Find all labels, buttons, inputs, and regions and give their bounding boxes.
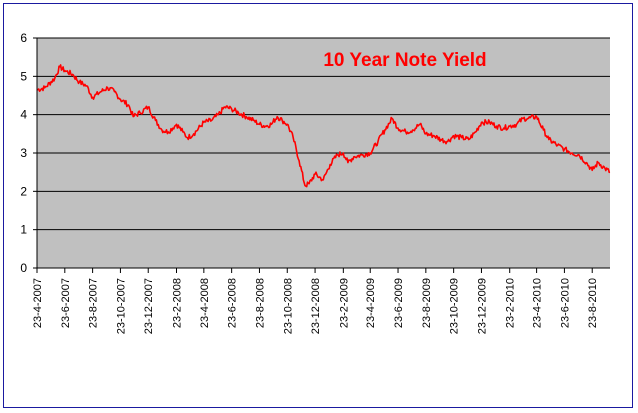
- x-tick-label: 23-8-2009: [421, 278, 433, 328]
- x-axis-ticks: 23-4-2007 23-6-2007 23-8-2007 23-10-2007 23-…: [32, 268, 599, 334]
- x-tick-label: 23-8-2010: [587, 278, 599, 328]
- x-tick-label: 23-6-2008: [227, 278, 239, 328]
- x-tick-label: 23-10-2008: [282, 278, 294, 334]
- x-tick-label: 23-4-2010: [532, 278, 544, 328]
- x-tick-label: 23-6-2010: [559, 278, 571, 328]
- x-tick-label: 23-10-2009: [449, 278, 461, 334]
- x-tick-label: 23-8-2007: [88, 278, 100, 328]
- x-tick-label: 23-10-2007: [115, 278, 127, 334]
- y-tick-label: 1: [20, 223, 27, 237]
- x-tick-label: 23-8-2008: [254, 278, 266, 328]
- x-tick-label: 23-6-2009: [393, 278, 405, 328]
- gridlines: [37, 37, 610, 231]
- y-tick-label: 2: [20, 184, 27, 198]
- y-tick-label: 0: [20, 261, 27, 275]
- x-tick-label: 23-2-2009: [338, 278, 350, 328]
- x-tick-label: 23-6-2007: [60, 278, 72, 328]
- x-tick-label: 23-12-2009: [476, 278, 488, 334]
- y-tick-label: 6: [20, 31, 27, 45]
- y-tick-label: 5: [20, 69, 27, 83]
- x-tick-label: 23-2-2008: [171, 278, 183, 328]
- y-tick-label: 4: [20, 108, 27, 122]
- x-tick-label: 23-12-2007: [143, 278, 155, 334]
- series-line: [36, 64, 611, 188]
- x-tick-label: 23-2-2010: [505, 278, 517, 328]
- x-tick-label: 23-4-2007: [32, 278, 44, 328]
- y-axis-ticks: 0 1 2 3 4 5 6: [20, 31, 37, 275]
- x-tick-label: 23-12-2008: [310, 278, 322, 334]
- x-tick-label: 23-4-2008: [199, 278, 211, 328]
- chart-title: 10 Year Note Yield: [323, 50, 486, 71]
- y-tick-label: 3: [20, 146, 27, 160]
- x-tick-label: 23-4-2009: [365, 278, 377, 328]
